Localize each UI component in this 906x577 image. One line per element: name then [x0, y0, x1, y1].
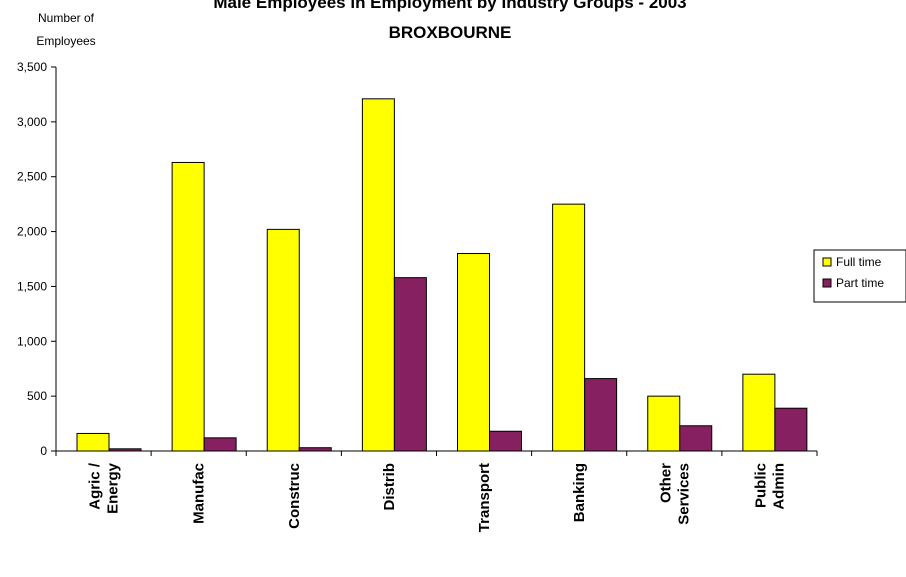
x-category-label: Manufac — [191, 463, 208, 524]
legend-swatch — [822, 257, 832, 267]
bar-part-time — [489, 430, 522, 452]
y-tick-label: 1,000 — [17, 334, 47, 348]
plot-area: 0 500 1,000 1,500 2,000 2,500 3,000 3,500 Agric … — [17, 60, 818, 532]
y-tick-label: 1,500 — [17, 279, 47, 293]
legend-box — [813, 249, 906, 303]
bar-full-time — [361, 98, 395, 452]
y-axis-label-line2: Employees — [36, 34, 95, 48]
legend-label: Part time — [836, 276, 884, 290]
x-category-label: Public — [752, 463, 769, 508]
y-axis-label-line1: Number of — [38, 11, 95, 25]
bar-full-time — [457, 253, 490, 452]
x-category-label: Services — [675, 463, 692, 525]
bar-part-time — [679, 425, 713, 452]
x-category-label: Other — [657, 463, 674, 503]
chart-title: Male Employees in Employment by Industry… — [213, 0, 686, 12]
bar-full-time — [647, 395, 681, 452]
bar-full-time — [266, 228, 300, 452]
x-category-label: Transport — [476, 463, 493, 532]
y-tick-label: 2,500 — [17, 170, 47, 184]
bar-part-time — [203, 437, 237, 452]
y-tick-label: 0 — [40, 444, 47, 458]
legend: Full time Part time — [813, 249, 906, 303]
y-tick-label: 2,000 — [17, 225, 47, 239]
bar-full-time — [171, 161, 205, 452]
x-category-label: Distrib — [381, 463, 398, 511]
bar-full-time — [76, 432, 110, 452]
bar-part-time — [393, 277, 427, 452]
legend-label: Full time — [836, 255, 882, 269]
y-tick-label: 3,500 — [17, 60, 47, 74]
chart-subtitle: BROXBOURNE — [389, 23, 512, 42]
bar-part-time — [298, 447, 332, 452]
bar-part-time — [584, 378, 618, 452]
legend-swatch — [822, 278, 832, 288]
bar-full-time — [552, 203, 586, 452]
x-category-label: Admin — [770, 463, 787, 510]
bar-part-time — [108, 448, 142, 452]
y-tick-label: 3,000 — [17, 115, 47, 129]
x-category-label: Construc — [286, 463, 303, 529]
bar-part-time — [774, 407, 808, 452]
bar-full-time — [742, 373, 776, 452]
x-category-label: Energy — [105, 462, 122, 514]
x-category-label: Agric / — [87, 462, 104, 510]
x-category-label: Banking — [571, 463, 588, 522]
y-tick-label: 500 — [27, 389, 47, 403]
